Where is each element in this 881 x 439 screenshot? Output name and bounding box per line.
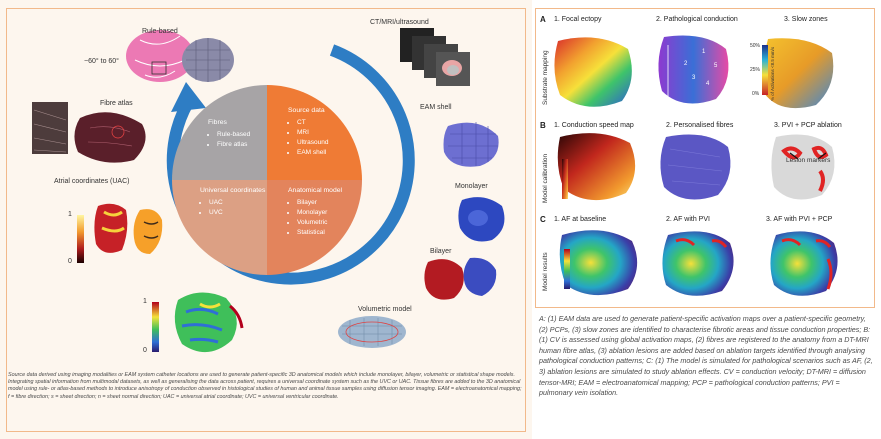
source-data-item: MRI [297, 128, 328, 138]
wedge-fibres [172, 85, 267, 180]
model-generation-panel: Rule-based −60° to 60° Fibre atlas CT/MR… [0, 0, 532, 439]
source-data-title: Source data [288, 107, 325, 114]
pvi-pcp-ablation-title: 3. PVI + PCP ablation [774, 122, 842, 129]
lesion-markers-label: Lesion markers [786, 157, 831, 164]
anatomical-model-item: Statistical [297, 228, 342, 238]
slow-scale-bottom: 0% [752, 91, 760, 97]
slow-zone-colourbar [762, 45, 768, 95]
pcp-number: 3 [692, 75, 696, 81]
left-panel-frame [6, 8, 526, 432]
rule-based-label: Rule-based [142, 28, 178, 35]
focal-ectopy-map [554, 37, 632, 107]
model-results-label: Model results [542, 252, 549, 291]
workflow-grid-images [554, 35, 838, 296]
anatomical-model-item: Bilayer [297, 198, 342, 208]
slow-scale-top: 50% [750, 43, 761, 49]
bilayer-image-2 [463, 257, 497, 296]
personalised-fibres-title: 2. Personalised fibres [666, 122, 734, 129]
pcp-number: 5 [714, 63, 718, 69]
pathological-conduction-map [658, 35, 729, 104]
conduction-speed-title: 1. Conduction speed map [554, 122, 634, 129]
anatomical-model-wedge-text: Anatomical model Bilayer Monolayer Volum… [288, 186, 342, 238]
slow-zones-title: 3. Slow zones [784, 16, 828, 23]
conduction-speed-map [557, 133, 636, 201]
anatomical-model-item: Volumetric [297, 218, 342, 228]
uac-colourbar [77, 215, 84, 263]
wedge-anatomical-model [267, 180, 362, 275]
cv-colourbar [562, 159, 568, 199]
personalised-fibres-map [660, 134, 731, 200]
anatomical-model-title: Anatomical model [288, 187, 343, 194]
pcp-number: 2 [684, 61, 688, 67]
af-pvi-pcp-title: 3. AF with PVI + PCP [766, 216, 833, 223]
eam-shell-image [443, 122, 499, 167]
af-pvi-title: 2. AF with PVI [666, 216, 710, 223]
source-data-item: EAM shell [297, 148, 328, 158]
uvc-heart-image [174, 292, 237, 353]
row-b-letter: B [540, 121, 546, 130]
universal-coordinates-item: UAC [209, 198, 265, 208]
volumetric-model-label: Volumetric model [358, 306, 412, 313]
slow-scale-mid: 25% [750, 67, 761, 73]
model-calibration-label: Model calibration [542, 153, 549, 203]
universal-coordinates-wedge-text: Universal coordinates UAC UVC [200, 186, 265, 218]
af-baseline-map [559, 230, 638, 296]
af-pvi-pcp-map [770, 231, 838, 296]
ablation-map [771, 134, 835, 200]
fibres-item: Rule-based [217, 130, 250, 140]
universal-coordinates-title: Universal coordinates [200, 187, 266, 194]
slow-scale-caption: % of Activations <8.5 mm/s [770, 46, 775, 101]
fibre-atlas-label: Fibre atlas [100, 100, 133, 107]
uac-scale-max: 1 [68, 211, 72, 218]
uvc-colourbar [152, 302, 159, 352]
row-c-letter: C [540, 215, 546, 224]
source-data-item: Ultrasound [297, 138, 328, 148]
bilayer-label: Bilayer [430, 248, 452, 255]
eam-shell-label: EAM shell [420, 104, 452, 111]
focal-ectopy-title: 1. Focal ectopy [554, 16, 602, 23]
fibres-title: Fibres [208, 119, 227, 126]
fibres-item: Fibre atlas [217, 140, 250, 150]
atrial-coordinates-label: Atrial coordinates (UAC) [54, 178, 130, 185]
fibre-atlas-heart-image [74, 112, 146, 163]
af-colourbar [564, 249, 570, 289]
volumetric-model-image [338, 316, 406, 348]
af-pvi-map [662, 231, 734, 296]
angle-range-label: −60° to 60° [84, 58, 119, 65]
fibres-wedge-text: Fibres Rule-based Fibre atlas [208, 118, 250, 150]
wedge-universal-coordinates [172, 180, 267, 275]
bilayer-image [424, 259, 464, 300]
substrate-mapping-label: Substrate mapping [542, 50, 549, 105]
rule-based-heart-image [126, 30, 194, 82]
pcp-number: 4 [706, 81, 710, 87]
pcp-number: 1 [702, 49, 706, 55]
source-data-item: CT [297, 118, 328, 128]
modelling-workflow-panel: A B C Substrate mapping Model calibratio… [535, 8, 875, 308]
slow-zones-map [762, 38, 834, 109]
row-a-letter: A [540, 15, 546, 24]
workflow-cycle-diagram [32, 28, 505, 353]
wedge-source-data [267, 85, 362, 180]
uac-scale-min: 0 [68, 258, 72, 265]
source-data-wedge-text: Source data CT MRI Ultrasound EAM shell [288, 106, 328, 158]
monolayer-label: Monolayer [455, 183, 488, 190]
ct-mri-label: CT/MRI/ultrasound [370, 19, 429, 26]
left-caption: Source data derived using imaging modali… [8, 372, 522, 400]
pathological-conduction-title: 2. Pathological conduction [656, 16, 738, 23]
af-baseline-title: 1. AF at baseline [554, 216, 607, 223]
cycle-arrow-head [171, 82, 206, 112]
uvc-scale-min: 0 [143, 347, 147, 354]
right-caption: A: (1) EAM data are used to generate pat… [539, 314, 873, 398]
uac-heart-image [94, 203, 128, 253]
uac-heart-image-2 [133, 209, 163, 254]
uvc-scale-max: 1 [143, 298, 147, 305]
anatomical-model-item: Monolayer [297, 208, 342, 218]
universal-coordinates-item: UVC [209, 208, 265, 218]
